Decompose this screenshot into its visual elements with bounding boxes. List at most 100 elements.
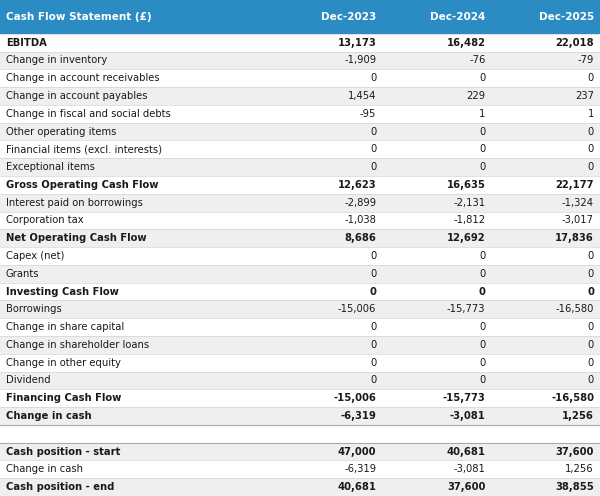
Text: 37,600: 37,600 (447, 482, 485, 492)
Bar (273, 0, 382, 34)
Text: Capex (net): Capex (net) (6, 251, 64, 261)
Text: EBITDA: EBITDA (6, 38, 47, 48)
Text: 12,623: 12,623 (338, 180, 376, 190)
Text: -15,006: -15,006 (338, 305, 376, 314)
Text: -1,324: -1,324 (562, 197, 594, 208)
Text: 1: 1 (479, 109, 485, 119)
Text: Change in cash: Change in cash (6, 464, 83, 474)
Bar (0, 247, 600, 265)
Text: Investing Cash Flow: Investing Cash Flow (6, 287, 119, 297)
Bar (0, 301, 600, 318)
Text: Cash position - end: Cash position - end (6, 482, 115, 492)
Text: Change in fiscal and social debts: Change in fiscal and social debts (6, 109, 171, 119)
Bar (0, 389, 600, 407)
Text: Dec-2025: Dec-2025 (539, 12, 594, 22)
Text: Dividend: Dividend (6, 375, 50, 385)
Text: Financial items (excl. interests): Financial items (excl. interests) (6, 144, 162, 154)
Text: 0: 0 (588, 322, 594, 332)
Text: -1,038: -1,038 (344, 215, 376, 225)
Text: 0: 0 (588, 269, 594, 279)
Text: -95: -95 (360, 109, 376, 119)
Bar (0, 318, 600, 336)
Text: 22,018: 22,018 (556, 38, 594, 48)
Bar (0, 123, 600, 140)
Text: Corporation tax: Corporation tax (6, 215, 83, 225)
Bar (0, 140, 600, 158)
Text: Financing Cash Flow: Financing Cash Flow (6, 393, 121, 403)
Text: 0: 0 (370, 144, 376, 154)
Text: 17,836: 17,836 (555, 233, 594, 243)
Text: 0: 0 (479, 162, 485, 172)
Bar (0, 407, 600, 425)
Text: -16,580: -16,580 (551, 393, 594, 403)
Text: Borrowings: Borrowings (6, 305, 62, 314)
Bar (0, 87, 600, 105)
Text: Cash Flow Statement (£): Cash Flow Statement (£) (6, 12, 152, 22)
Bar (0, 442, 600, 460)
Bar (0, 0, 273, 34)
Text: 1,256: 1,256 (562, 411, 594, 421)
Text: 40,681: 40,681 (337, 482, 376, 492)
Text: 0: 0 (588, 162, 594, 172)
Text: 37,600: 37,600 (556, 446, 594, 456)
Text: -6,319: -6,319 (344, 464, 376, 474)
Text: 229: 229 (466, 91, 485, 101)
Text: Net Operating Cash Flow: Net Operating Cash Flow (6, 233, 146, 243)
Text: -3,017: -3,017 (562, 215, 594, 225)
Bar (0, 52, 600, 69)
Bar (0, 194, 600, 211)
Bar (0, 265, 600, 283)
Text: 0: 0 (370, 322, 376, 332)
Text: 0: 0 (588, 251, 594, 261)
Text: 0: 0 (588, 126, 594, 136)
Bar (0, 34, 600, 52)
Bar (0, 354, 600, 372)
Text: Cash position - start: Cash position - start (6, 446, 121, 456)
Text: -15,773: -15,773 (443, 393, 485, 403)
Bar (0, 69, 600, 87)
Text: Dec-2023: Dec-2023 (321, 12, 376, 22)
Text: 38,855: 38,855 (555, 482, 594, 492)
Text: 0: 0 (370, 251, 376, 261)
Bar (0, 105, 600, 123)
Text: 8,686: 8,686 (344, 233, 376, 243)
Text: 0: 0 (587, 287, 594, 297)
Text: 0: 0 (479, 375, 485, 385)
Text: 0: 0 (479, 144, 485, 154)
Text: -3,081: -3,081 (454, 464, 485, 474)
Text: 22,177: 22,177 (556, 180, 594, 190)
Text: 12,692: 12,692 (447, 233, 485, 243)
Text: 0: 0 (588, 340, 594, 350)
Bar (0, 283, 600, 301)
Text: Change in share capital: Change in share capital (6, 322, 124, 332)
Text: 0: 0 (370, 287, 376, 297)
Text: Dec-2024: Dec-2024 (430, 12, 485, 22)
Text: 0: 0 (479, 287, 485, 297)
Text: -2,131: -2,131 (453, 197, 485, 208)
Text: 16,635: 16,635 (446, 180, 485, 190)
Bar (491, 0, 600, 34)
Bar (382, 0, 491, 34)
Text: Change in other equity: Change in other equity (6, 358, 121, 368)
Text: 0: 0 (370, 375, 376, 385)
Text: -6,319: -6,319 (340, 411, 376, 421)
Text: 1,454: 1,454 (348, 91, 376, 101)
Text: -79: -79 (578, 56, 594, 65)
Text: -1,909: -1,909 (344, 56, 376, 65)
Text: 0: 0 (370, 162, 376, 172)
Text: Interest paid on borrowings: Interest paid on borrowings (6, 197, 143, 208)
Text: Change in inventory: Change in inventory (6, 56, 107, 65)
Bar (0, 478, 600, 496)
Bar (0, 211, 600, 229)
Text: Change in account payables: Change in account payables (6, 91, 148, 101)
Text: 0: 0 (479, 358, 485, 368)
Text: 47,000: 47,000 (338, 446, 376, 456)
Text: 0: 0 (479, 269, 485, 279)
Text: 0: 0 (479, 251, 485, 261)
Text: 0: 0 (479, 126, 485, 136)
Text: Grants: Grants (6, 269, 40, 279)
Text: Change in account receivables: Change in account receivables (6, 73, 160, 83)
Text: 0: 0 (370, 358, 376, 368)
Text: 0: 0 (588, 144, 594, 154)
Text: -15,006: -15,006 (334, 393, 376, 403)
